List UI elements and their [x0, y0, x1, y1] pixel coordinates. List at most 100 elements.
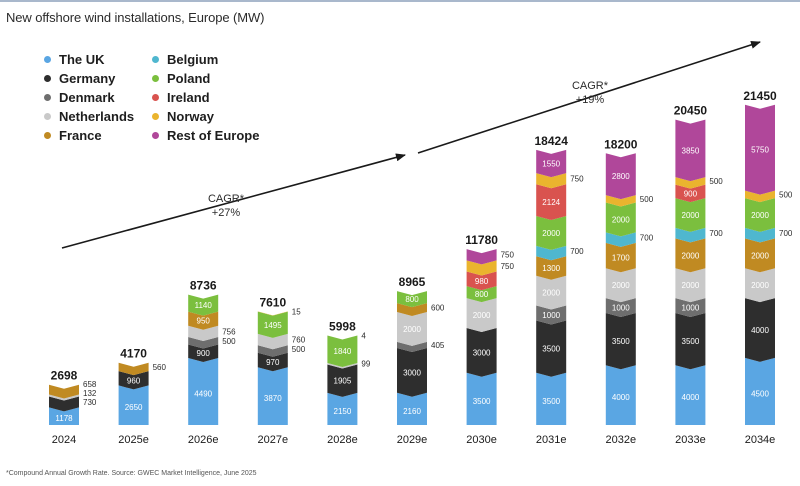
bar-segment-2033e-rest-of-europe — [675, 119, 706, 182]
data-label-2031e-poland: 2000 — [542, 229, 560, 238]
data-label-2031e-denmark: 1000 — [542, 311, 560, 320]
data-label-2034e-france: 2000 — [751, 251, 769, 260]
bar-segment-2026e-netherlands — [188, 325, 219, 342]
bar-segment-2034e-rest-of-europe — [745, 104, 775, 195]
bar-segment-2034e-norway — [745, 190, 775, 203]
data-label-2024-netherlands: 132 — [83, 389, 97, 398]
legend-label-uk: The UK — [59, 52, 105, 67]
data-label-2032e-denmark: 1000 — [612, 304, 630, 313]
data-label-2030e-norway: 750 — [501, 262, 515, 271]
data-label-2024-germany: 730 — [83, 398, 97, 407]
legend-item-ireland: Ireland — [152, 90, 210, 106]
legend-item-poland: Poland — [152, 71, 210, 87]
total-label-2030e: 11780 — [465, 233, 498, 247]
bar-segment-2027e-netherlands — [257, 333, 288, 350]
data-label-2029e-the-uk: 2160 — [403, 407, 421, 416]
data-label-2028e-norway: 4 — [361, 331, 366, 340]
legend-swatch-germany — [44, 75, 51, 83]
cagr-arrow-2024-2030 — [61, 153, 406, 249]
data-label-2032e-poland: 2000 — [612, 215, 630, 224]
bar-segment-2029e-denmark — [397, 341, 427, 352]
data-label-2033e-ireland: 900 — [684, 189, 698, 198]
bar-segment-2033e-poland — [675, 198, 706, 232]
legend-item-uk: The UK — [44, 52, 105, 68]
bar-segment-2031e-netherlands — [536, 275, 567, 310]
data-label-2034e-belgium: 700 — [779, 229, 793, 238]
bar-segment-2029e-germany — [397, 347, 427, 397]
bar-segment-2032e-the-uk — [605, 365, 636, 425]
data-label-2031e-the-uk: 3500 — [542, 397, 560, 406]
bar-segment-2031e-germany — [536, 320, 567, 377]
legend-item-rest-of-europe: Rest of Europe — [152, 128, 259, 144]
bar-segment-2032e-norway — [605, 195, 636, 207]
total-label-2029e: 8965 — [399, 275, 426, 289]
data-label-2030e-ireland: 980 — [475, 277, 489, 286]
legend-swatch-belgium — [152, 56, 159, 64]
bar-segment-2031e-rest-of-europe — [536, 149, 567, 178]
bar-segment-2028e-netherlands — [327, 362, 358, 369]
data-label-2031e-rest-of-europe: 1550 — [542, 160, 560, 169]
x-tick-2025e: 2025e — [118, 434, 149, 446]
legend: The UK Germany Denmark Netherlands Franc… — [44, 52, 294, 152]
bar-segment-2024-france — [49, 384, 79, 399]
legend-item-germany: Germany — [44, 71, 115, 87]
total-label-2026e: 8736 — [190, 279, 217, 293]
data-label-2028e-poland: 1840 — [334, 347, 352, 356]
data-label-2034e-netherlands: 2000 — [751, 281, 769, 290]
data-label-2029e-netherlands: 2000 — [403, 325, 421, 334]
bar-segment-2027e-poland — [257, 311, 288, 338]
bar-segment-2024-germany — [49, 396, 79, 412]
bar-segment-2034e-netherlands — [745, 268, 775, 303]
legend-label-belgium: Belgium — [167, 52, 219, 67]
data-label-2032e-the-uk: 4000 — [612, 393, 630, 402]
data-label-2033e-rest-of-europe: 3850 — [682, 146, 700, 155]
data-label-2026e-france: 950 — [197, 317, 211, 326]
data-label-2027e-netherlands: 760 — [292, 336, 306, 345]
data-label-2028e-the-uk: 2150 — [334, 407, 352, 416]
bar-segment-2025e-germany — [118, 371, 149, 390]
data-label-2029e-germany: 3000 — [403, 368, 421, 377]
bar-segment-2030e-ireland — [466, 271, 497, 291]
bar-segment-2032e-belgium — [605, 232, 636, 247]
cagr-label-2030-2034-title: CAGR* — [571, 80, 609, 92]
data-label-2027e-poland: 1495 — [264, 321, 282, 330]
total-label-2024: 2698 — [51, 369, 78, 383]
x-tick-2024: 2024 — [52, 434, 76, 446]
bar-segment-2032e-germany — [605, 313, 636, 370]
bar-segment-2027e-germany — [257, 352, 288, 372]
bar-segment-2033e-denmark — [675, 298, 706, 318]
data-label-2034e-rest-of-europe: 5750 — [751, 146, 769, 155]
bar-segment-2033e-netherlands — [675, 268, 706, 303]
cagr-label-2024-2030-value: +27% — [211, 207, 241, 219]
bar-segment-2030e-netherlands — [466, 298, 497, 332]
data-label-2031e-netherlands: 2000 — [542, 289, 560, 298]
total-label-2031e: 18424 — [535, 134, 569, 148]
bar-segment-2032e-denmark — [605, 298, 636, 318]
bar-segment-2032e-netherlands — [605, 268, 636, 303]
data-label-2030e-poland: 800 — [475, 290, 489, 299]
data-label-2026e-the-uk: 4490 — [194, 389, 212, 398]
bar-segment-2025e-france — [118, 362, 149, 376]
bar-segment-2033e-belgium — [675, 227, 706, 243]
legend-item-france: France — [44, 128, 102, 144]
data-label-2033e-poland: 2000 — [682, 211, 700, 220]
data-label-2029e-france: 600 — [431, 304, 445, 313]
bar-segment-2027e-denmark — [257, 345, 288, 357]
bar-segment-2028e-poland — [327, 335, 358, 367]
data-label-2033e-denmark: 1000 — [682, 304, 700, 313]
bar-segment-2031e-belgium — [536, 245, 567, 261]
cagr-label-2024-2030: CAGR* +27% — [196, 192, 256, 220]
bar-segment-2030e-the-uk — [466, 372, 497, 425]
x-tick-2032e: 2032e — [606, 434, 637, 446]
data-label-2029e-poland: 800 — [405, 295, 419, 304]
x-tick-2030e: 2030e — [466, 434, 497, 446]
legend-item-denmark: Denmark — [44, 90, 115, 106]
legend-swatch-uk — [44, 56, 51, 64]
data-label-2032e-netherlands: 2000 — [612, 281, 630, 290]
x-tick-2026e: 2026e — [188, 434, 219, 446]
cagr-label-2024-2030-title: CAGR* — [207, 193, 245, 205]
data-label-2034e-norway: 500 — [779, 190, 793, 199]
bar-segment-2026e-the-uk — [188, 357, 219, 425]
